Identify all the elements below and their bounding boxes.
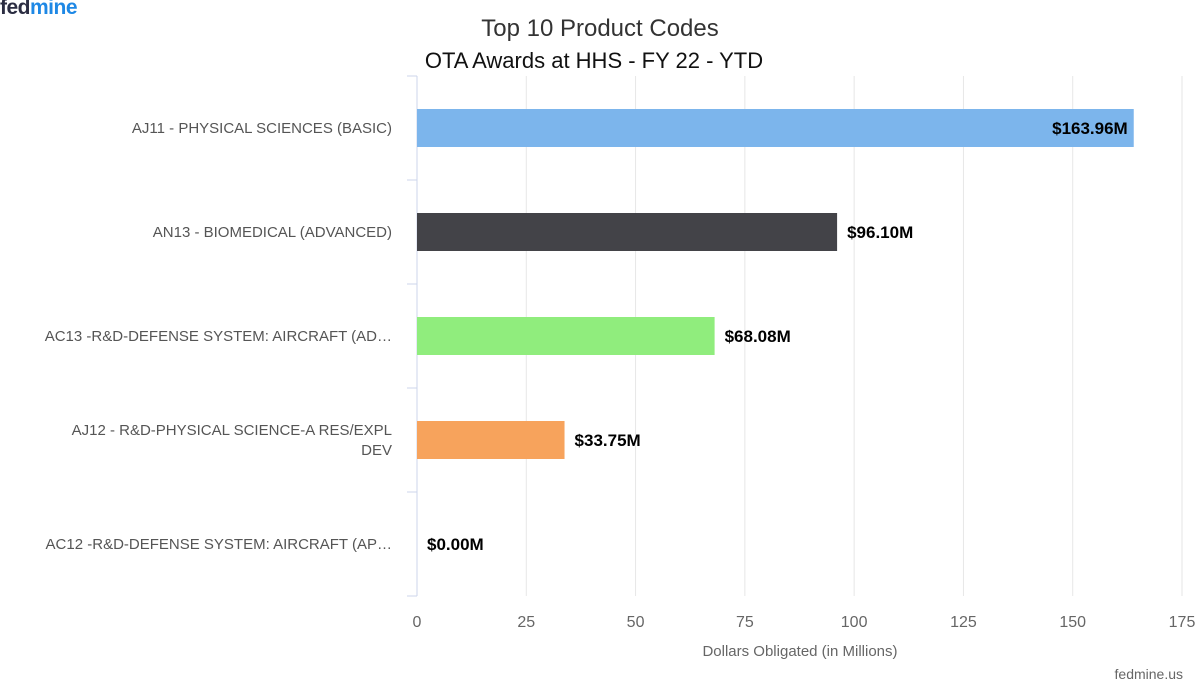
category-label: AC13 -R&D-DEFENSE SYSTEM: AIRCRAFT (AD… — [45, 328, 392, 345]
data-label: $96.10M — [847, 223, 913, 242]
x-tick-label: 175 — [1169, 614, 1196, 631]
category-label: AJ12 - R&D-PHYSICAL SCIENCE-A RES/EXPL — [72, 422, 392, 439]
x-tick-label: 0 — [413, 614, 422, 631]
chart-subtitle: OTA Awards at HHS - FY 22 - YTD — [425, 48, 763, 73]
x-tick-label: 75 — [736, 614, 754, 631]
x-tick-label: 100 — [841, 614, 868, 631]
data-label: $33.75M — [575, 431, 641, 450]
x-axis-title: Dollars Obligated (in Millions) — [702, 643, 897, 660]
data-label: $68.08M — [725, 327, 791, 346]
fedmine-logo: fedmine — [0, 0, 78, 19]
bar — [417, 317, 715, 355]
x-tick-label: 125 — [950, 614, 977, 631]
category-label: AC12 -R&D-DEFENSE SYSTEM: AIRCRAFT (AP… — [46, 536, 392, 553]
bar — [417, 109, 1134, 147]
x-tick-label: 25 — [517, 614, 535, 631]
data-label: $163.96M — [1052, 119, 1128, 138]
bar — [417, 213, 838, 251]
category-label: DEV — [361, 442, 392, 459]
x-tick-label: 150 — [1059, 614, 1086, 631]
chart-title: Top 10 Product Codes — [481, 15, 718, 42]
bar — [417, 421, 565, 459]
category-label: AJ11 - PHYSICAL SCIENCES (BASIC) — [132, 120, 392, 137]
data-label: $0.00M — [427, 535, 484, 554]
x-tick-label: 50 — [627, 614, 645, 631]
credit: fedmine.us — [1115, 666, 1183, 682]
category-label: AN13 - BIOMEDICAL (ADVANCED) — [153, 224, 392, 241]
